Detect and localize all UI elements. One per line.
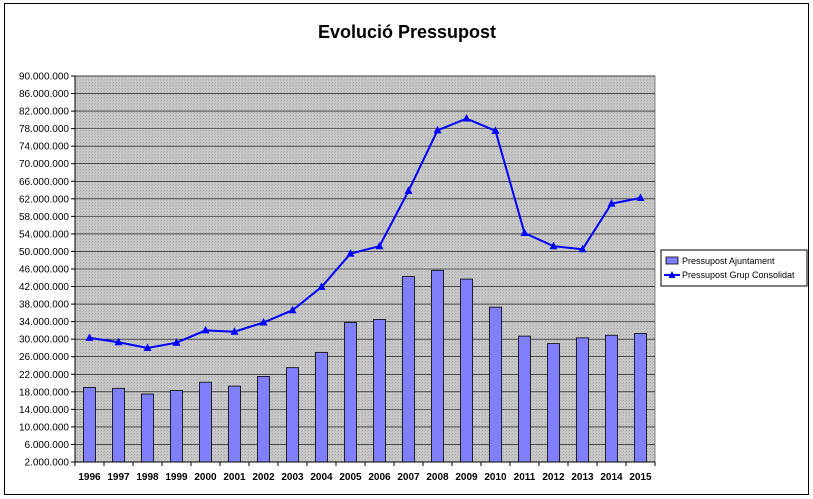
point-2013 <box>578 244 587 253</box>
bar-2003 <box>286 367 299 463</box>
point-2009 <box>462 114 471 122</box>
bar-2004 <box>315 351 328 463</box>
y-tick-label: 18.000.000 <box>19 387 69 398</box>
y-tick-label: 30.000.000 <box>19 335 69 346</box>
point-2011 <box>520 228 529 237</box>
bar-2011 <box>518 335 531 463</box>
bar-2001 <box>228 385 241 463</box>
x-tick-label: 1998 <box>136 472 159 483</box>
point-2015 <box>636 193 645 201</box>
bar-2010 <box>489 306 502 463</box>
x-tick-label: 1996 <box>78 472 101 483</box>
bar-2014 <box>605 334 618 463</box>
point-2008 <box>433 125 442 134</box>
bar-series <box>83 269 647 463</box>
x-tick-label: 2003 <box>281 472 304 483</box>
point-2004 <box>317 282 326 290</box>
x-tick-label: 2011 <box>514 472 536 483</box>
y-tick-label: 66.000.000 <box>19 177 69 188</box>
x-tick-label: 2004 <box>310 472 333 483</box>
point-2005 <box>346 249 355 257</box>
point-2006 <box>375 241 384 250</box>
point-2010 <box>491 126 500 134</box>
x-tick-label: 2002 <box>252 472 275 483</box>
legend-label-consolidat: Pressupost Grup Consolidat <box>682 270 795 280</box>
bar-1998 <box>141 393 154 463</box>
bar-2006 <box>373 319 386 463</box>
point-2003 <box>288 305 297 314</box>
y-tick-label: 42.000.000 <box>19 282 69 293</box>
bar-1996 <box>83 387 96 463</box>
point-1998 <box>143 343 152 351</box>
point-1997 <box>114 337 123 346</box>
y-tick-label: 90.000.000 <box>19 72 69 83</box>
point-2007 <box>404 186 413 194</box>
y-axis: 2.000.000 6.000.000 10.000.000 14.000.000 18… <box>19 72 76 469</box>
y-tick-label: 62.000.000 <box>19 194 69 205</box>
legend-swatch-bar <box>665 256 679 265</box>
y-tick-label: 54.000.000 <box>19 229 69 240</box>
legend-label-ajuntament: Pressupost Ajuntament <box>682 256 775 266</box>
bar-1999 <box>170 390 183 463</box>
bar-2012 <box>547 343 560 463</box>
y-tick-label: 78.000.000 <box>19 124 69 135</box>
point-2002 <box>259 318 268 326</box>
y-tick-label: 22.000.000 <box>19 370 69 381</box>
y-tick-label: 58.000.000 <box>19 212 69 223</box>
bar-2015 <box>634 333 647 463</box>
y-tick-label: 74.000.000 <box>19 142 69 153</box>
x-tick-label: 2008 <box>426 472 449 483</box>
x-tick-label: 2001 <box>223 472 246 483</box>
bar-2013 <box>576 337 589 463</box>
bar-2000 <box>199 381 212 463</box>
y-tick-label: 10.000.000 <box>19 422 69 433</box>
point-1996 <box>85 333 94 341</box>
x-tick-label: 2005 <box>339 472 362 483</box>
x-tick-label: 2013 <box>571 472 594 483</box>
bar-2009 <box>460 278 473 463</box>
point-2014 <box>607 199 616 207</box>
chart: Evolució Pressupost 2.000.000 6.000.000 10… <box>19 22 808 483</box>
y-tick-label: 46.000.000 <box>19 265 69 276</box>
point-2001 <box>230 327 239 335</box>
x-tick-label: 2015 <box>629 472 652 483</box>
y-tick-label: 2.000.000 <box>25 458 70 469</box>
x-tick-label: 2012 <box>542 472 565 483</box>
bar-2007 <box>402 276 415 463</box>
point-2000 <box>201 325 210 334</box>
y-tick-label: 82.000.000 <box>19 107 69 118</box>
legend-box <box>660 249 808 287</box>
y-tick-label: 14.000.000 <box>19 405 69 416</box>
x-tick-label: 2006 <box>368 472 391 483</box>
bar-2002 <box>257 376 270 463</box>
chart-frame: Evolució Pressupost 2.000.000 6.000.000 10… <box>4 3 809 495</box>
x-tick-label: 1999 <box>165 472 188 483</box>
y-tick-label: 70.000.000 <box>19 159 69 170</box>
y-tick-label: 86.000.000 <box>19 89 69 100</box>
bar-2008 <box>431 269 444 463</box>
x-tick-label: 2000 <box>194 472 217 483</box>
legend: Pressupost Ajuntament Pressupost Grup Co… <box>660 249 808 287</box>
y-tick-label: 38.000.000 <box>19 300 69 311</box>
x-tick-label: 2007 <box>397 472 420 483</box>
line-consolidat <box>89 117 641 349</box>
x-tick-label: 1997 <box>107 472 130 483</box>
x-tick-label: 2010 <box>484 472 507 483</box>
point-1999 <box>172 338 181 346</box>
x-axis: 1996 1997 1998 1999 2000 2001 2002 2003 2004 2005… <box>74 461 656 483</box>
y-tick-label: 6.000.000 <box>25 440 70 451</box>
legend-marker <box>668 271 676 278</box>
bar-2005 <box>344 322 357 463</box>
y-tick-label: 26.000.000 <box>19 352 69 363</box>
line-series <box>85 114 645 351</box>
x-tick-label: 2014 <box>600 472 623 483</box>
bar-1997 <box>112 387 125 463</box>
x-tick-label: 2009 <box>455 472 478 483</box>
y-tick-label: 34.000.000 <box>19 317 69 328</box>
point-2012 <box>549 241 558 250</box>
y-tick-label: 50.000.000 <box>19 247 69 258</box>
chart-title: Evolució Pressupost <box>318 22 496 42</box>
